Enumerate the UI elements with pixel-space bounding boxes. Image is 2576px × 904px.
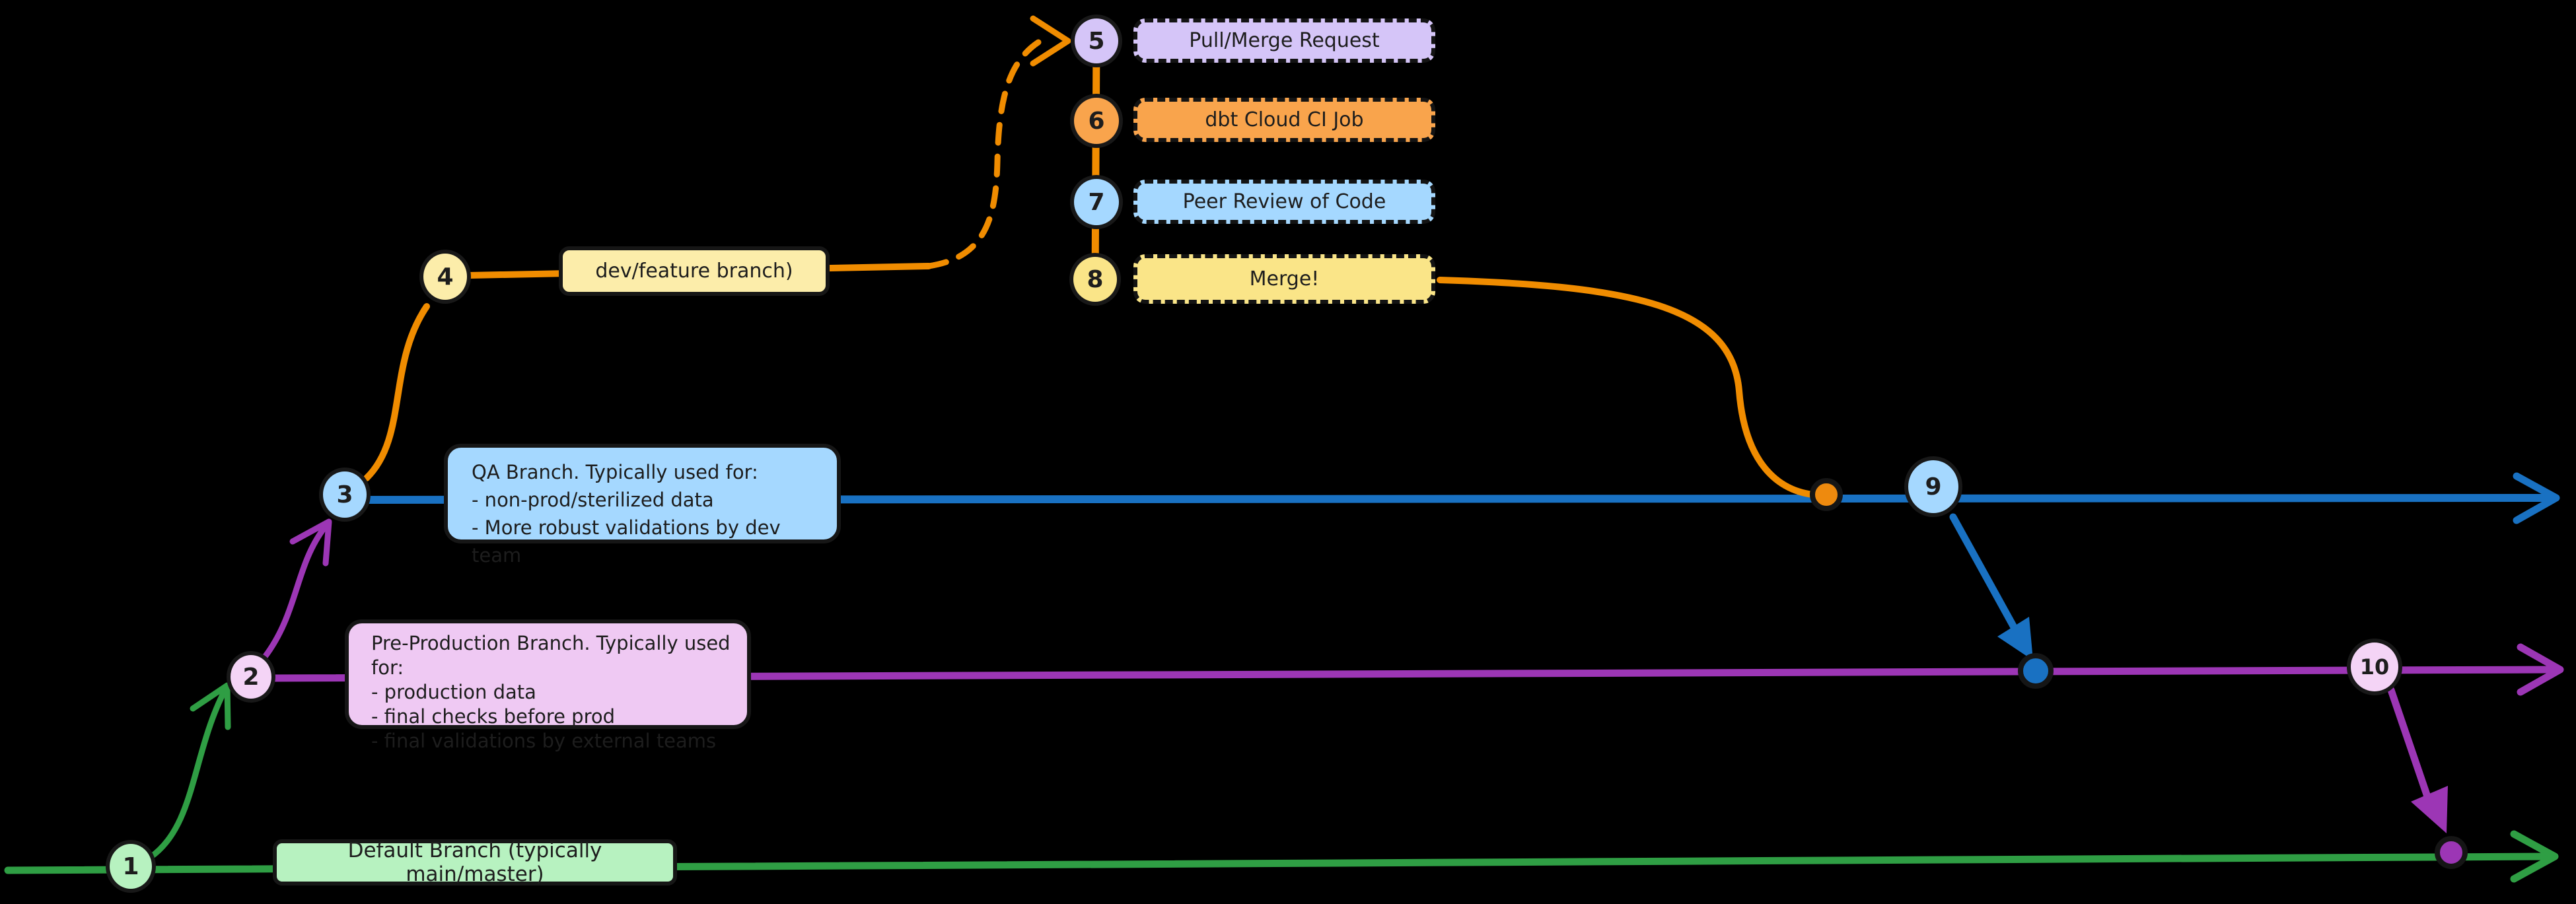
default-to-preprod-branch-arrow [147, 687, 228, 860]
node-6: 6 [1070, 94, 1123, 148]
default-branch-arrowhead-icon [2510, 830, 2559, 883]
merge-commit-dot-preprod [2018, 653, 2054, 689]
merge-commit-dot-qa [1810, 478, 1843, 511]
step-box-dbt-cloud-ci-job: dbt Cloud CI Job [1133, 98, 1435, 142]
default-branch-label: Default Branch (typically main/master) [347, 839, 602, 886]
qa-branch-arrowhead-icon [2513, 472, 2560, 524]
feature-to-pr-dashed-arrow [925, 39, 1042, 269]
node-4: 4 [419, 250, 471, 304]
preprod-branch-arrowhead-icon [2517, 643, 2564, 696]
step-box-peer-review: Peer Review of Code [1133, 180, 1435, 224]
default-branch-label-box: Default Branch (typically main/master) [273, 839, 677, 886]
node-3: 3 [319, 468, 371, 522]
qa-to-preprod-merge-arrowhead-icon [1997, 617, 2033, 660]
node-6-label: 6 [1088, 107, 1105, 135]
qa-branch-note-box: QA Branch. Typically used for: - non-pro… [444, 444, 841, 567]
step-label: Peer Review of Code [1182, 190, 1386, 213]
node-5-label: 5 [1088, 27, 1105, 55]
preprod-to-qa-branch-arrow [261, 524, 328, 661]
merge-to-qa-curve [1437, 277, 1824, 499]
qa-note-line: - More robust validations by dev team [472, 516, 781, 567]
step-box-pull-merge-request: Pull/Merge Request [1133, 18, 1435, 63]
node-2: 2 [227, 651, 275, 703]
preprod-note-line: - production data [371, 681, 536, 703]
feature-branch-label: dev/feature branch) [595, 260, 793, 283]
node-3-label: 3 [336, 481, 353, 508]
qa-to-preprod-merge-arrow [1949, 513, 2024, 642]
node-8-label: 8 [1087, 265, 1104, 293]
preprod-note-line: - final validations by external teams [371, 730, 717, 752]
step-connector-line [1091, 40, 1100, 287]
default-to-preprod-arrowhead-icon [190, 682, 231, 730]
qa-to-feature-branch-curve [363, 303, 430, 481]
preprod-to-default-merge-arrow [2387, 686, 2433, 806]
step-label: Merge! [1249, 267, 1320, 291]
step-label: Pull/Merge Request [1189, 29, 1380, 52]
node-7-label: 7 [1088, 188, 1105, 216]
preprod-note-line: Pre-Production Branch. Typically used fo… [371, 632, 731, 679]
node-8: 8 [1069, 253, 1121, 306]
node-10-label: 10 [2359, 654, 2390, 679]
node-1-label: 1 [122, 852, 139, 880]
step-label: dbt Cloud CI Job [1205, 108, 1364, 131]
qa-note-line: - non-prod/sterilized data [472, 489, 714, 511]
step-box-merge: Merge! [1133, 254, 1435, 304]
node-9: 9 [1904, 456, 1962, 517]
preprod-to-qa-arrowhead-icon [289, 518, 332, 567]
preprod-branch-note-box: Pre-Production Branch. Typically used fo… [345, 619, 751, 752]
node-10: 10 [2347, 639, 2402, 695]
qa-note-line: QA Branch. Typically used for: [472, 461, 758, 483]
feature-branch-label-box: dev/feature branch) [559, 246, 830, 296]
node-5: 5 [1071, 15, 1122, 67]
preprod-to-default-merge-arrowhead-icon [2411, 786, 2448, 833]
preprod-note-line: - final checks before prod [371, 705, 615, 728]
node-7: 7 [1070, 175, 1123, 229]
node-2-label: 2 [242, 663, 260, 691]
node-4-label: 4 [437, 263, 454, 291]
node-9-label: 9 [1925, 473, 1942, 501]
node-1: 1 [106, 840, 156, 893]
feature-to-pr-arrowhead-icon [1030, 15, 1071, 67]
merge-commit-dot-default [2435, 836, 2468, 869]
